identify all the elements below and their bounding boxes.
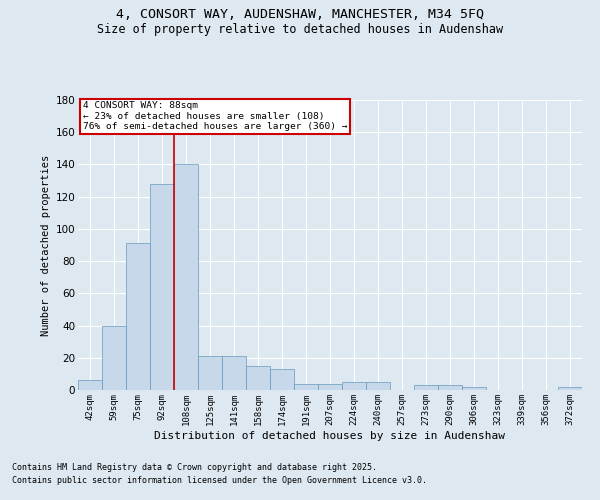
- Text: Contains public sector information licensed under the Open Government Licence v3: Contains public sector information licen…: [12, 476, 427, 485]
- Text: 4, CONSORT WAY, AUDENSHAW, MANCHESTER, M34 5FQ: 4, CONSORT WAY, AUDENSHAW, MANCHESTER, M…: [116, 8, 484, 20]
- Bar: [150, 184, 174, 390]
- Bar: [414, 385, 438, 390]
- Y-axis label: Number of detached properties: Number of detached properties: [41, 154, 52, 336]
- Bar: [462, 387, 486, 390]
- Bar: [366, 382, 390, 390]
- Bar: [558, 387, 582, 390]
- X-axis label: Distribution of detached houses by size in Audenshaw: Distribution of detached houses by size …: [155, 430, 505, 440]
- Text: Size of property relative to detached houses in Audenshaw: Size of property relative to detached ho…: [97, 22, 503, 36]
- Bar: [78, 380, 102, 390]
- Bar: [294, 384, 318, 390]
- Bar: [222, 356, 246, 390]
- Bar: [342, 382, 366, 390]
- Bar: [270, 369, 294, 390]
- Bar: [198, 356, 222, 390]
- Bar: [126, 244, 150, 390]
- Bar: [102, 326, 126, 390]
- Bar: [174, 164, 198, 390]
- Bar: [438, 385, 462, 390]
- Bar: [318, 384, 342, 390]
- Text: 4 CONSORT WAY: 88sqm
← 23% of detached houses are smaller (108)
76% of semi-deta: 4 CONSORT WAY: 88sqm ← 23% of detached h…: [83, 102, 347, 132]
- Text: Contains HM Land Registry data © Crown copyright and database right 2025.: Contains HM Land Registry data © Crown c…: [12, 464, 377, 472]
- Bar: [246, 366, 270, 390]
